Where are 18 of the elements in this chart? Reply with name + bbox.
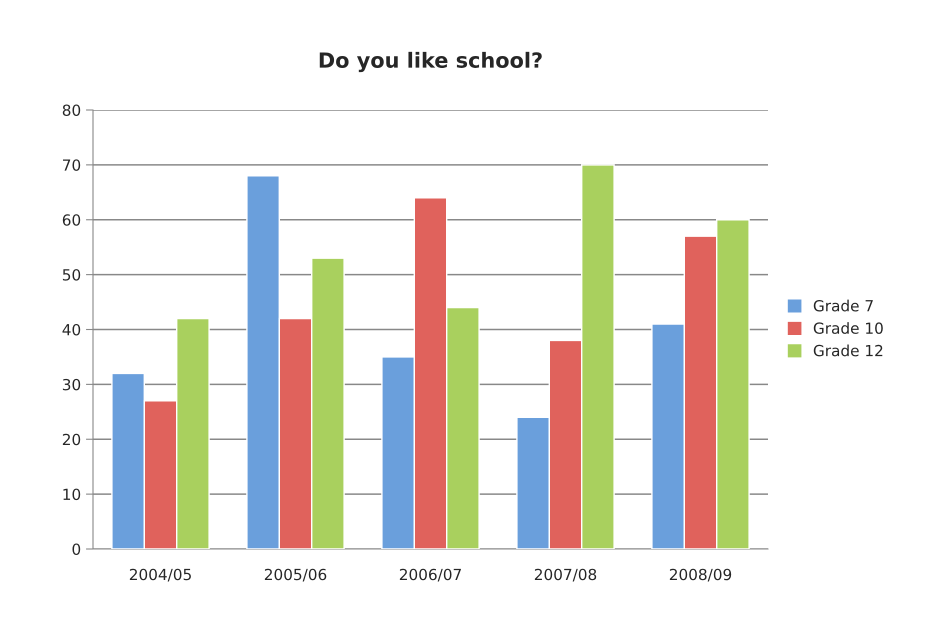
x-tick-label: 2008/09 xyxy=(670,568,732,582)
x-tick-label: 2005/06 xyxy=(264,568,326,582)
y-tick-label: 60 xyxy=(62,214,80,226)
legend-label: Grade 10 xyxy=(814,322,883,334)
chart-title: Do you like school? xyxy=(320,52,542,72)
x-tick-label: 2007/08 xyxy=(534,568,596,582)
x-tick-label: 2004/05 xyxy=(130,568,191,582)
y-tick-label: 20 xyxy=(62,434,80,446)
y-tick-label: 10 xyxy=(63,488,80,500)
legend-label: Grade 12 xyxy=(814,344,882,356)
y-tick-label: 40 xyxy=(62,324,80,336)
x-tick-label: 2006/07 xyxy=(400,568,461,582)
y-tick-label: 50 xyxy=(62,269,80,281)
legend-label: Grade 7 xyxy=(814,300,873,312)
y-tick-label: 80 xyxy=(62,104,80,116)
y-tick-label: 70 xyxy=(63,159,80,171)
y-tick-label: 0 xyxy=(72,543,80,556)
y-tick-label: 30 xyxy=(62,378,80,390)
